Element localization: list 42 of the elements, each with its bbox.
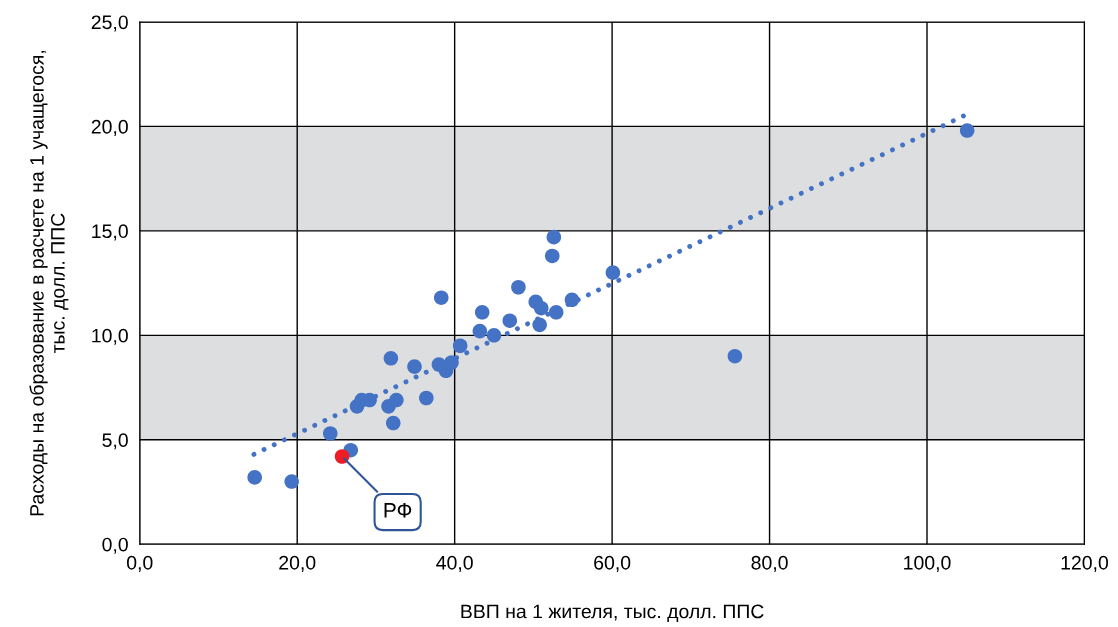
point — [511, 279, 526, 295]
annotation: РФ — [384, 503, 412, 518]
x-tick-label: 20,0 — [279, 555, 316, 572]
point — [502, 313, 518, 328]
y-axis-title: Расходы на образование в расчете на 1 учащегося, тыс. долл. ППС — [29, 51, 69, 516]
x-tick-label: 80,0 — [751, 555, 788, 572]
point — [533, 300, 549, 316]
y-tick-label: 10,0 — [92, 328, 128, 345]
y-tick-label: 25,0 — [91, 15, 128, 32]
point — [383, 351, 399, 366]
point — [605, 265, 621, 280]
point — [727, 348, 743, 364]
x-tick-label: 60,0 — [594, 555, 631, 572]
y-tick-label: 15,0 — [92, 224, 128, 241]
y-tick-label: 0,0 — [102, 537, 128, 554]
point — [444, 355, 459, 370]
x-axis-title: ВВП на 1 жителя, тыс. долл. ППС — [461, 604, 764, 622]
point — [544, 248, 560, 264]
y-tick-label: 5,0 — [102, 433, 128, 450]
point — [334, 449, 350, 464]
point — [452, 338, 468, 354]
point — [433, 290, 449, 305]
point — [247, 470, 262, 485]
point — [385, 415, 401, 431]
x-tick-label: 0,0 — [127, 555, 153, 572]
point — [407, 359, 422, 374]
point — [546, 229, 562, 245]
point — [389, 392, 404, 408]
point — [959, 123, 975, 138]
point — [564, 292, 580, 308]
x-tick-label: 100,0 — [904, 555, 951, 572]
point — [532, 317, 547, 333]
point — [486, 328, 502, 343]
point — [419, 390, 434, 406]
x-tick-label: 120,0 — [1061, 555, 1109, 572]
point — [322, 426, 338, 441]
point — [472, 323, 488, 339]
point — [548, 305, 564, 320]
point — [284, 474, 299, 489]
x-tick-label: 40,0 — [436, 555, 473, 572]
point — [474, 305, 490, 320]
y-tick-label: 20,0 — [91, 119, 128, 136]
